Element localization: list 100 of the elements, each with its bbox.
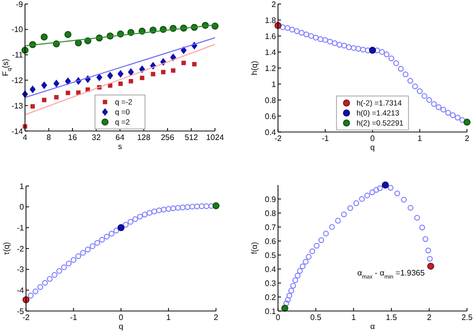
point bbox=[400, 196, 407, 203]
point bbox=[303, 32, 310, 38]
point bbox=[314, 242, 320, 249]
point bbox=[288, 288, 294, 294]
y-tick-label: -10 bbox=[11, 25, 24, 34]
point bbox=[309, 248, 316, 254]
point bbox=[294, 272, 301, 278]
point bbox=[464, 118, 470, 126]
point bbox=[440, 106, 446, 112]
y-tick-label: 1.8 bbox=[264, 16, 277, 25]
x-tick-label: 0 bbox=[370, 134, 376, 143]
point bbox=[394, 190, 400, 196]
point bbox=[322, 37, 328, 43]
point bbox=[422, 236, 428, 242]
point bbox=[407, 78, 414, 84]
point bbox=[341, 42, 348, 48]
point bbox=[347, 205, 354, 211]
y-tick-label: -1 bbox=[16, 223, 25, 232]
point bbox=[108, 230, 114, 237]
point bbox=[160, 206, 167, 212]
point bbox=[369, 46, 376, 54]
point bbox=[90, 243, 96, 250]
point bbox=[128, 68, 134, 76]
point bbox=[46, 276, 53, 282]
point bbox=[42, 280, 48, 286]
point bbox=[445, 110, 451, 116]
x-tick-label: 1 bbox=[418, 134, 423, 143]
point bbox=[402, 72, 408, 78]
point bbox=[54, 95, 59, 100]
y-tick-label: -5 bbox=[16, 306, 25, 316]
point bbox=[170, 205, 176, 212]
point bbox=[118, 82, 123, 86]
point bbox=[284, 25, 290, 31]
x-tick-label: 512 bbox=[184, 133, 198, 142]
point bbox=[454, 114, 460, 120]
point bbox=[393, 60, 400, 66]
annotation: α$_{max}$ - α$_{min}$ =1.9365 bbox=[357, 268, 426, 281]
x-tick-label: 128 bbox=[137, 133, 151, 142]
point bbox=[459, 117, 466, 123]
point bbox=[336, 42, 342, 48]
point bbox=[204, 203, 210, 210]
point bbox=[194, 204, 200, 210]
point bbox=[382, 182, 389, 188]
y-axis-title: f(α) bbox=[250, 242, 259, 254]
point bbox=[56, 268, 62, 274]
point bbox=[128, 218, 134, 225]
point bbox=[327, 38, 333, 44]
point bbox=[175, 204, 181, 211]
y-tick-label: 0.3 bbox=[264, 278, 277, 288]
x-tick-label: 1 bbox=[166, 313, 172, 322]
y-tick-label: -12 bbox=[11, 76, 24, 85]
point bbox=[412, 84, 418, 90]
point bbox=[104, 234, 110, 240]
point bbox=[150, 72, 156, 76]
y-tick-label: 0.5 bbox=[264, 250, 277, 260]
y-tick-label: 0 bbox=[20, 202, 25, 212]
x-tick-label: -1 bbox=[70, 313, 78, 322]
x-tick-label: 2 bbox=[464, 134, 470, 143]
point bbox=[180, 204, 186, 210]
point bbox=[419, 224, 426, 230]
point bbox=[64, 30, 72, 38]
point bbox=[140, 76, 144, 80]
y-tick-label: -11 bbox=[12, 50, 24, 60]
point bbox=[369, 189, 376, 196]
point bbox=[373, 187, 380, 193]
y-tick-label: 1.2 bbox=[264, 64, 277, 73]
point bbox=[184, 204, 190, 210]
point bbox=[84, 246, 91, 252]
point bbox=[398, 66, 404, 72]
point bbox=[64, 77, 71, 86]
point bbox=[312, 34, 319, 40]
point bbox=[166, 206, 172, 212]
point bbox=[118, 224, 124, 232]
point bbox=[107, 72, 114, 80]
y-tick-label: -2 bbox=[16, 244, 25, 254]
y-tick-label: 1.6 bbox=[264, 32, 277, 41]
x-tick-label: 2 bbox=[214, 313, 219, 322]
x-tick-label: 64 bbox=[116, 133, 125, 142]
point bbox=[298, 30, 305, 36]
point bbox=[436, 104, 442, 110]
x-tick-label: 2.5 bbox=[461, 313, 474, 322]
y-tick-label: 0.6 bbox=[264, 112, 277, 121]
point bbox=[308, 33, 314, 39]
point bbox=[66, 90, 70, 96]
y-tick-label: 1 bbox=[20, 182, 25, 191]
point bbox=[431, 101, 437, 107]
point bbox=[61, 264, 67, 270]
point bbox=[181, 60, 186, 66]
point bbox=[318, 36, 324, 42]
point bbox=[189, 204, 196, 210]
x-tick-label: -1 bbox=[322, 134, 330, 143]
point bbox=[426, 97, 432, 103]
point bbox=[284, 296, 291, 303]
point bbox=[286, 292, 292, 298]
y-tick-label: 2 bbox=[272, 0, 277, 9]
x-tick-label: 1 bbox=[351, 313, 356, 322]
point bbox=[170, 68, 176, 73]
point bbox=[379, 49, 385, 55]
y-tick-label: -4 bbox=[16, 286, 25, 295]
point bbox=[75, 253, 82, 260]
